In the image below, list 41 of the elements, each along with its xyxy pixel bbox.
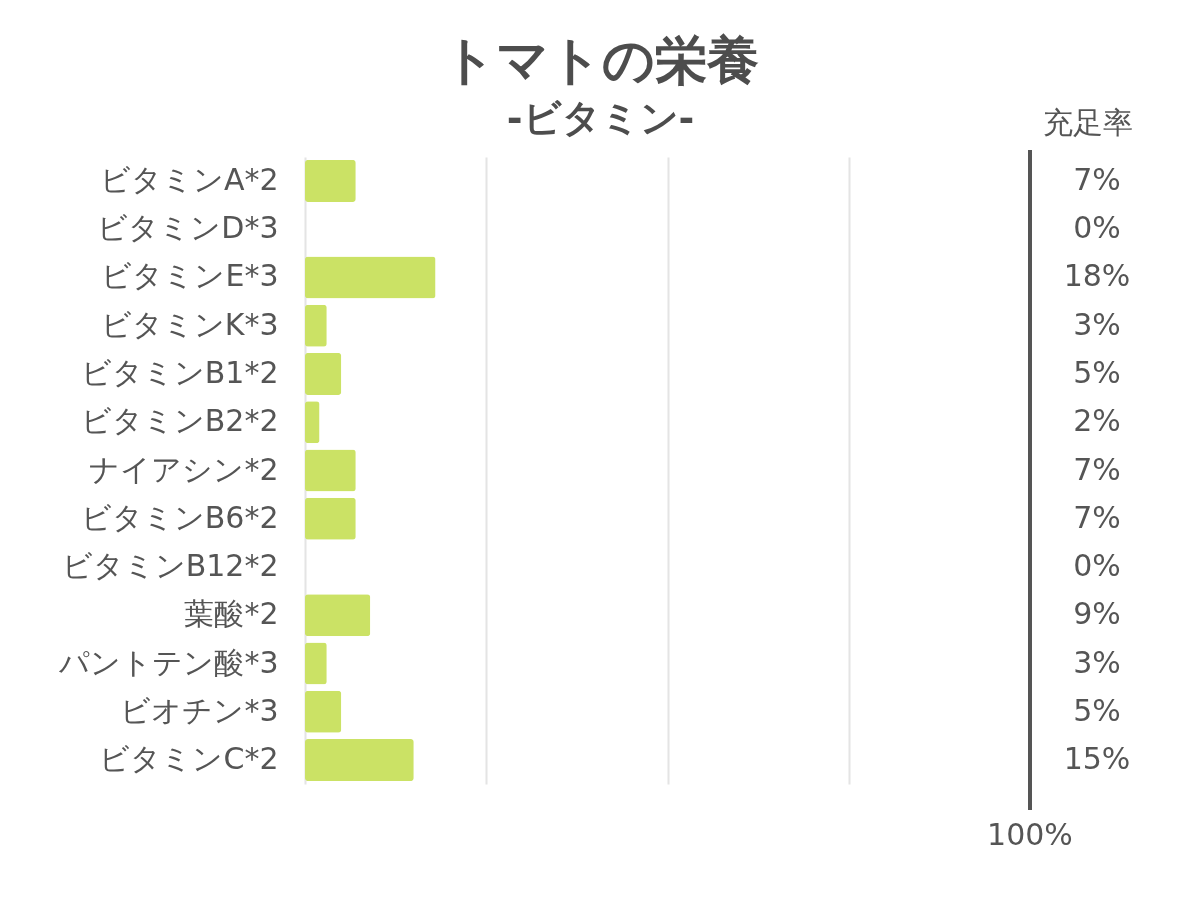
- data-label: 7%: [1073, 161, 1121, 197]
- data-label: 5%: [1073, 692, 1121, 728]
- bar: [305, 304, 327, 347]
- y-tick-label: ビオチン*3: [120, 692, 279, 728]
- bar: [305, 449, 356, 492]
- data-label: 0%: [1073, 548, 1121, 584]
- y-tick-label: ナイアシン*2: [89, 451, 279, 487]
- bar: [305, 497, 356, 540]
- bar: [305, 256, 436, 299]
- y-tick-label: ビタミンC*2: [99, 741, 279, 777]
- bar: [305, 739, 414, 782]
- bar: [305, 642, 327, 685]
- y-tick-label: ビタミンD*3: [97, 210, 279, 246]
- data-label: 18%: [1063, 258, 1131, 294]
- text: 充足率: [1043, 105, 1133, 140]
- ref-line-label: 100%: [987, 817, 1073, 852]
- bar: [305, 594, 371, 637]
- bar: [305, 159, 356, 202]
- y-tick-label: ビタミンB1*2: [80, 354, 279, 390]
- bar: [305, 401, 320, 444]
- bar: [305, 690, 342, 733]
- y-tick-label: ビタミンK*3: [100, 306, 279, 342]
- y-tick-label: ビタミンB6*2: [80, 499, 279, 535]
- y-tick-label: ビタミンA*2: [99, 161, 279, 197]
- data-label: 5%: [1073, 354, 1121, 390]
- data-label: 0%: [1073, 210, 1121, 246]
- chart-subtitle: -ビタミン-: [506, 96, 695, 140]
- data-label: 9%: [1073, 596, 1121, 632]
- data-label: 2%: [1073, 403, 1121, 439]
- y-tick-label: ビタミンB12*2: [61, 548, 279, 584]
- data-label: 3%: [1073, 644, 1121, 680]
- data-label: 3%: [1073, 306, 1121, 342]
- y-tick-label: パントテン酸*3: [58, 644, 279, 680]
- y-tick-label: 葉酸*2: [184, 596, 279, 632]
- data-label: 7%: [1073, 499, 1121, 535]
- bar: [305, 352, 342, 395]
- y-tick-label: ビタミンE*3: [101, 258, 279, 294]
- chart-title: トマトの栄養: [442, 30, 759, 90]
- y-tick-label: ビタミンB2*2: [80, 403, 279, 439]
- data-label: 7%: [1073, 451, 1121, 487]
- data-label: 15%: [1063, 741, 1131, 777]
